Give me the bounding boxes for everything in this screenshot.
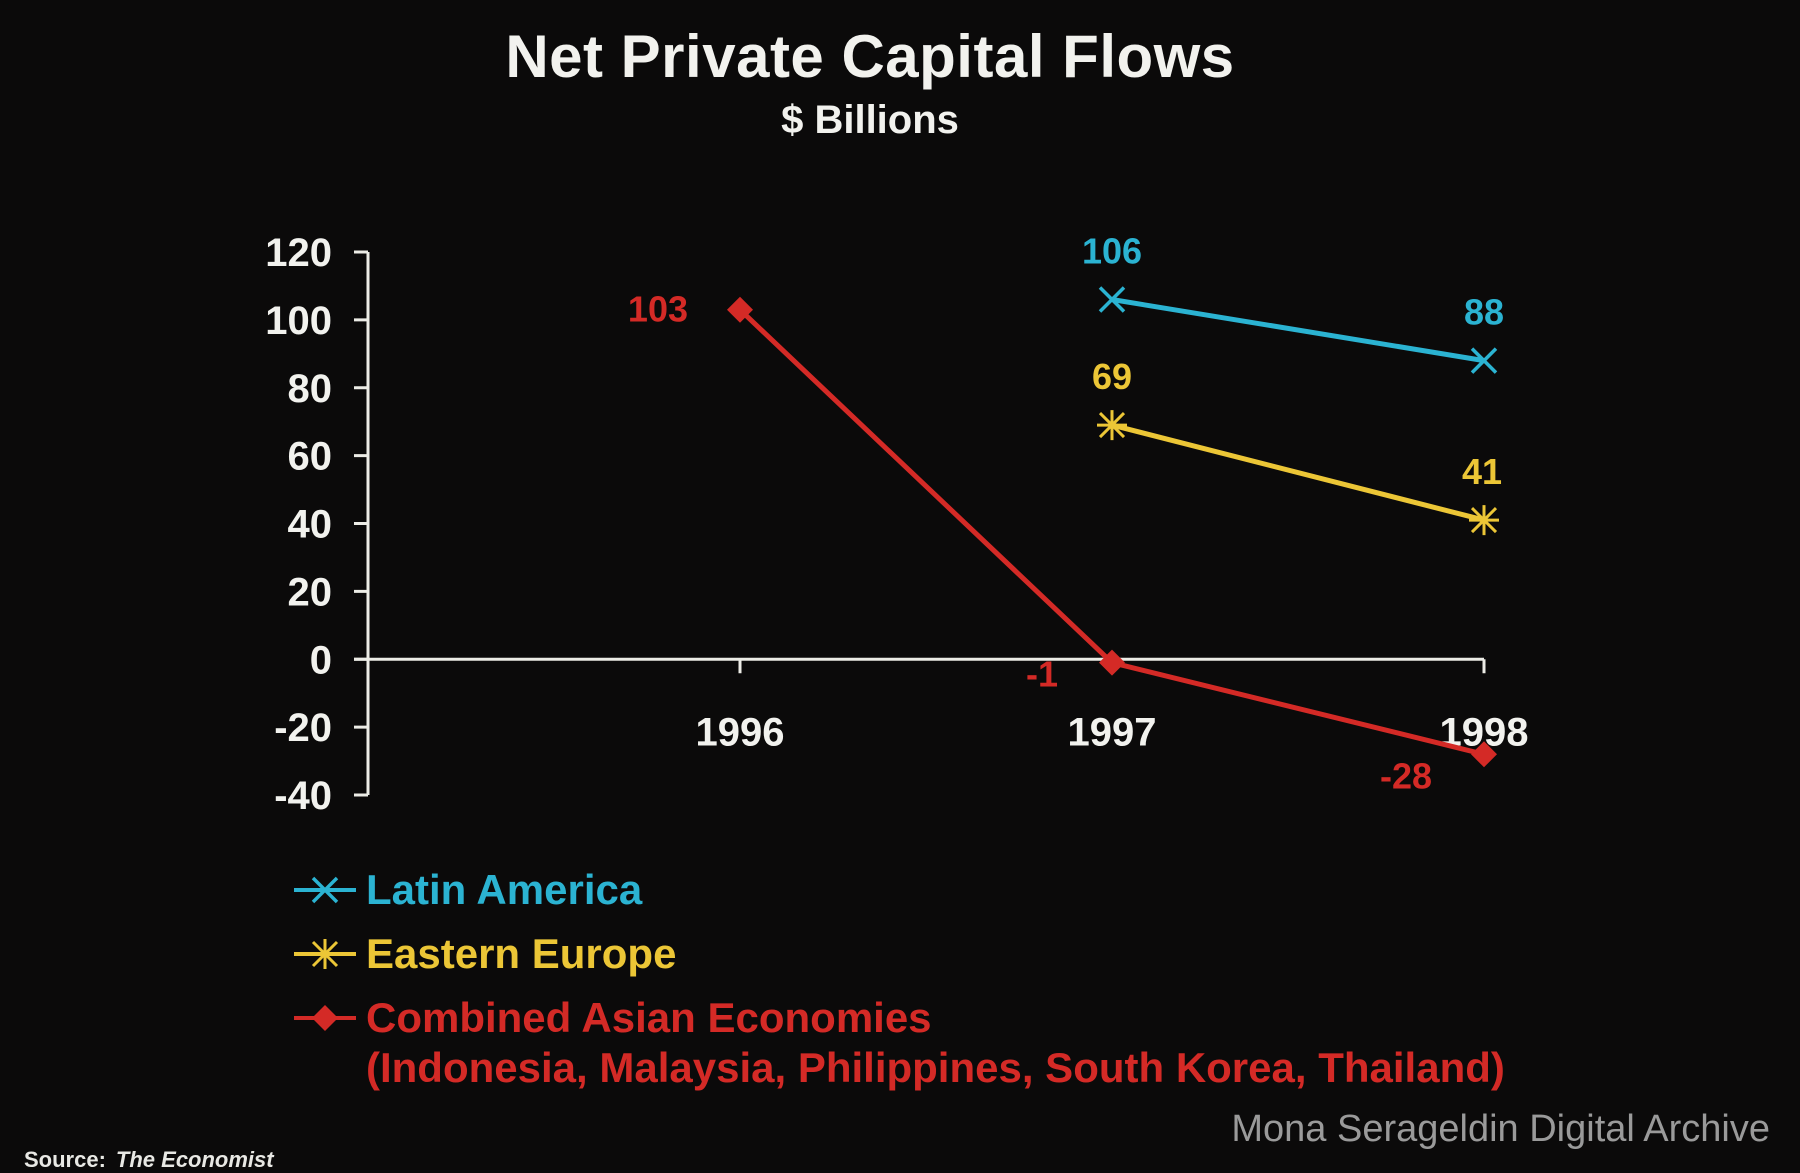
chart-title: Net Private Capital Flows: [505, 23, 1235, 90]
data-point-combined-asian-economies: [1471, 741, 1497, 768]
source-label: Source:: [24, 1147, 106, 1172]
x-tick-label: 1996: [696, 710, 785, 754]
legend-item-asian-economies: Combined Asian Economies: [290, 986, 1505, 1050]
chart-subtitle: $ Billions: [781, 98, 959, 142]
legend: Latin America Eastern Europe Combined As…: [290, 858, 1505, 1092]
data-label-combined-asian-economies: 103: [628, 289, 688, 330]
data-point-eastern-europe: [1469, 505, 1499, 536]
legend-marker: [311, 876, 339, 904]
legend-marker: [312, 1005, 338, 1031]
data-point-eastern-europe-shape: [1097, 410, 1127, 441]
legend-note: (Indonesia, Malaysia, Philippines, South…: [366, 1044, 1505, 1091]
source-name: The Economist: [115, 1147, 274, 1172]
legend-item-latin-america: Latin America: [290, 858, 1505, 922]
y-tick-label: 20: [288, 570, 333, 614]
data-label-latin-america: 88: [1464, 292, 1504, 333]
legend-label-latin-america: Latin America: [366, 866, 643, 913]
data-point-combined-asian-economies-shape: [1099, 649, 1125, 676]
x-tick-label: 1997: [1068, 710, 1157, 754]
series-line-eastern-europe: [1111, 422, 1485, 523]
y-tick-label: -20: [274, 706, 332, 750]
legend-marker-shape: [311, 876, 339, 904]
legend-swatch-asian-economies: [294, 1005, 356, 1031]
data-label-eastern-europe: 69: [1092, 356, 1132, 397]
data-point-eastern-europe-shape: [1469, 505, 1499, 536]
y-tick-label: 80: [288, 367, 333, 411]
watermark: Mona Serageldin Digital Archive: [1231, 1108, 1770, 1150]
series-line-latin-america: [1111, 297, 1485, 364]
data-label-latin-america: 106: [1082, 231, 1142, 272]
y-tick-label: 120: [265, 231, 332, 275]
legend-marker: [310, 939, 340, 969]
legend-marker-shape: [310, 939, 340, 969]
data-point-combined-asian-economies-shape: [1471, 741, 1497, 768]
legend-swatch-latin-america: [294, 876, 356, 904]
y-tick-label: 40: [288, 503, 333, 547]
data-point-latin-america: [1098, 286, 1126, 313]
data-point-combined-asian-economies: [1099, 649, 1125, 676]
y-tick-label: -40: [274, 774, 332, 818]
data-point-eastern-europe: [1097, 410, 1127, 441]
legend-marker-shape: [312, 1005, 338, 1031]
data-point-latin-america: [1470, 347, 1498, 374]
legend-label-eastern-europe: Eastern Europe: [366, 930, 677, 977]
data-point-combined-asian-economies: [727, 296, 753, 323]
data-point-combined-asian-economies-shape: [727, 296, 753, 323]
y-tick-label: 0: [310, 638, 332, 682]
data-label-combined-asian-economies: -28: [1380, 755, 1432, 796]
legend-swatch-eastern-europe: [294, 939, 356, 969]
y-tick-label: 60: [288, 435, 333, 479]
data-label-eastern-europe: 41: [1462, 451, 1502, 492]
source-credit: Source: The Economist: [24, 1147, 274, 1173]
data-point-latin-america-shape: [1098, 286, 1126, 313]
data-point-latin-america-shape: [1470, 347, 1498, 374]
legend-label-asian-economies: Combined Asian Economies: [366, 994, 932, 1041]
legend-item-eastern-europe: Eastern Europe: [290, 922, 1505, 986]
y-tick-label: 100: [265, 299, 332, 343]
data-label-combined-asian-economies: -1: [1026, 654, 1058, 695]
